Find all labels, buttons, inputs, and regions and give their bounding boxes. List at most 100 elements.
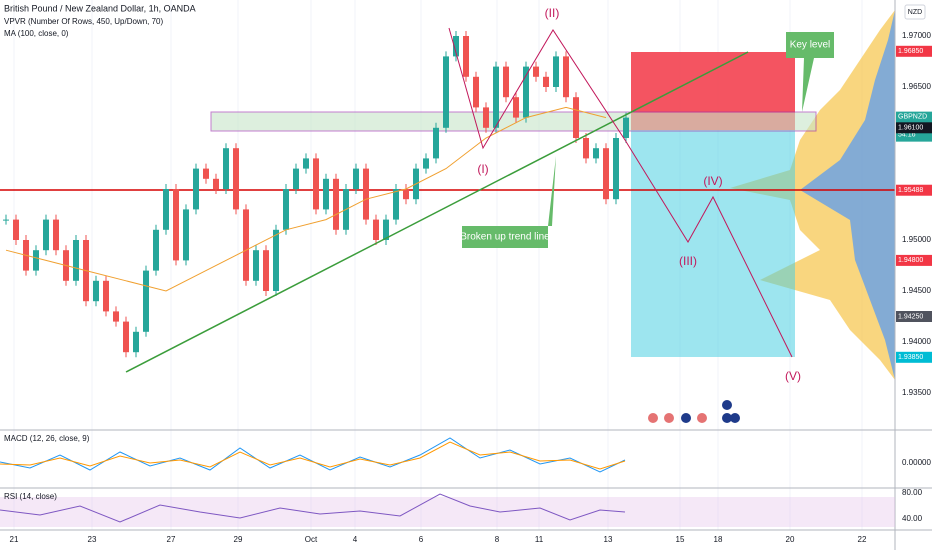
candle — [363, 168, 369, 220]
callout — [786, 32, 834, 112]
macd-label: MACD (12, 26, close, 9) — [4, 434, 90, 443]
rsi-upper: 80.00 — [902, 488, 923, 497]
date-label: 22 — [858, 535, 867, 544]
candle — [483, 107, 489, 128]
candle — [543, 76, 549, 87]
candle — [183, 209, 189, 261]
candle — [243, 209, 249, 281]
candle — [463, 36, 469, 77]
wave-path — [448, 27, 793, 358]
price-tick-label: 1.96500 — [902, 82, 931, 91]
candle — [353, 168, 359, 189]
price-badge — [896, 254, 932, 266]
candle — [433, 127, 439, 159]
candle — [103, 280, 109, 312]
candle — [13, 219, 19, 240]
candle — [313, 158, 319, 210]
date-label: 15 — [676, 535, 685, 544]
rsi-band — [0, 497, 895, 527]
event-icons — [648, 400, 740, 423]
badge-price: 1.94250 — [898, 313, 923, 320]
candle — [373, 219, 379, 240]
price-tick-label: 1.97000 — [902, 31, 931, 40]
candle — [503, 66, 509, 98]
wave-label: (IV) — [703, 174, 722, 188]
candle — [403, 189, 409, 200]
date-label: 11 — [535, 535, 544, 544]
trend-line — [125, 51, 749, 373]
candle — [533, 66, 539, 77]
candle — [553, 56, 559, 87]
candle — [53, 219, 59, 251]
currency: NZD — [908, 9, 922, 16]
signal-line — [0, 441, 626, 470]
candle — [443, 56, 449, 128]
candle — [333, 178, 339, 230]
candle — [233, 148, 239, 210]
price-badge — [896, 122, 932, 134]
candle — [573, 97, 579, 138]
candle — [473, 76, 479, 108]
price-badge — [896, 351, 932, 363]
candle — [123, 321, 129, 353]
candle — [163, 189, 169, 230]
moving-average — [5, 106, 607, 292]
candle — [563, 56, 569, 98]
date-label: 8 — [495, 535, 500, 544]
candle — [493, 66, 499, 128]
rsi-line — [0, 493, 626, 523]
price-badge — [896, 184, 932, 196]
date-label: Oct — [305, 535, 318, 544]
callout-text: Broken up trend line — [460, 232, 550, 243]
badge-price: 1.96100 — [898, 125, 923, 132]
candle — [453, 36, 459, 57]
date-label: 20 — [786, 535, 795, 544]
candle — [263, 250, 269, 291]
target-zone — [631, 130, 795, 357]
symbol-title: British Pound / New Zealand Dollar, 1h, … — [4, 3, 196, 13]
candle — [203, 168, 209, 179]
candle — [593, 148, 599, 159]
candle — [583, 138, 589, 159]
price-badge — [896, 45, 932, 57]
date-label: 29 — [234, 535, 243, 544]
date-label: 4 — [353, 535, 358, 544]
macd-zero: 0.00000 — [902, 458, 931, 467]
candle — [93, 280, 99, 302]
candle — [303, 158, 309, 169]
candle — [513, 97, 519, 118]
price-tick-label: 1.93500 — [902, 388, 931, 397]
candle — [523, 66, 529, 118]
badge-price: 1.95488 — [898, 187, 923, 194]
currency-box[interactable] — [904, 4, 926, 20]
date-label: 6 — [419, 535, 424, 544]
candle — [213, 178, 219, 189]
date-label: 27 — [167, 535, 176, 544]
price-badge — [896, 311, 932, 322]
rsi-label: RSI (14, close) — [4, 492, 57, 501]
candle — [173, 189, 179, 261]
callout-text: Key level — [790, 40, 831, 51]
wave-label: (II) — [545, 6, 560, 20]
badge-symbol: GBPNZD — [898, 113, 927, 120]
candle — [143, 270, 149, 332]
badge-timer: 54:16 — [898, 131, 916, 138]
wave-label: (V) — [785, 369, 801, 383]
candle — [613, 138, 619, 200]
badge-price: 1.93850 — [898, 354, 923, 361]
candle — [33, 250, 39, 271]
candle — [293, 168, 299, 189]
price-tick-label: 1.95000 — [902, 235, 931, 244]
date-label: 18 — [714, 535, 723, 544]
wave-label: (I) — [477, 162, 488, 176]
volume-profile-down — [800, 10, 895, 380]
candle — [43, 219, 49, 251]
candle — [3, 219, 9, 221]
candle — [603, 148, 609, 200]
candle — [283, 189, 289, 230]
candle — [153, 229, 159, 271]
candle — [133, 331, 139, 353]
candle — [253, 250, 259, 281]
indicator-label: VPVR (Number Of Rows, 450, Up/Down, 70) — [4, 17, 164, 26]
